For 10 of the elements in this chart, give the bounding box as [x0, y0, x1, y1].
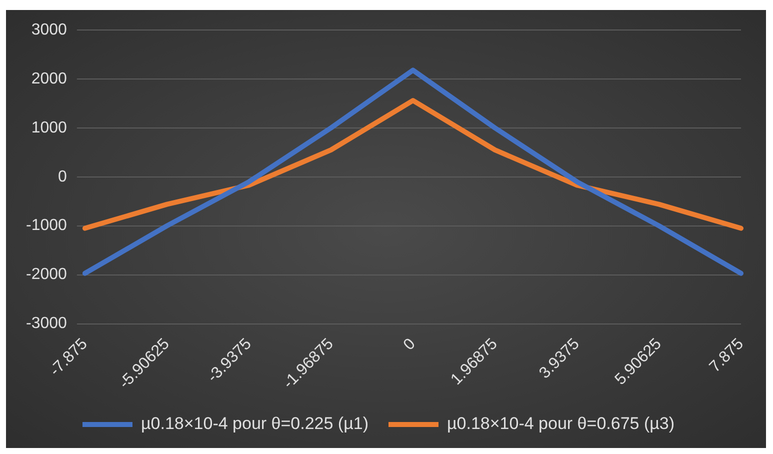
x-tick-label: 0	[400, 335, 419, 354]
y-tick-label: -1000	[26, 217, 68, 234]
legend-label: µ0.18×10-4 pour θ=0.225 (µ1)	[140, 414, 369, 434]
y-tick-label: 1000	[31, 119, 68, 136]
y-tick-label: 3000	[31, 21, 68, 38]
legend-label: µ0.18×10-4 pour θ=0.675 (µ3)	[447, 414, 675, 434]
y-tick-label: 2000	[31, 70, 68, 88]
y-tick-label: -3000	[26, 315, 68, 332]
y-tick-label: 0	[58, 168, 68, 186]
y-tick-label: -2000	[26, 266, 68, 284]
